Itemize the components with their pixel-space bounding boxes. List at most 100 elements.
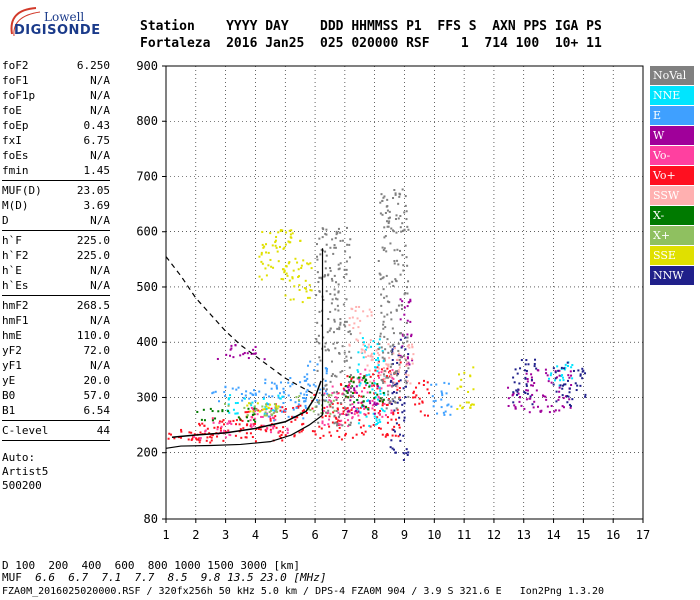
scatter-point-noval xyxy=(323,399,326,402)
scatter-point-ssw xyxy=(389,371,392,374)
scatter-point-ssw xyxy=(409,382,412,385)
scatter-point-ssw xyxy=(389,374,392,377)
scatter-point-vo xyxy=(203,424,206,427)
scatter-point-x xyxy=(265,414,268,417)
param-value: N/A xyxy=(90,314,110,327)
scatter-point-nne xyxy=(234,412,237,415)
scatter-point-w xyxy=(546,405,549,408)
scatter-point-nnw xyxy=(512,401,515,404)
scatter-point-e xyxy=(281,410,284,413)
scatter-point-sse xyxy=(261,243,264,246)
scatter-point-w xyxy=(553,410,556,413)
scatter-point-noval xyxy=(336,232,339,235)
scatter-point-noval xyxy=(383,226,386,229)
scatter-point-nnw xyxy=(525,385,528,388)
scatter-point-ssw xyxy=(352,327,355,330)
scatter-point-nne xyxy=(234,402,237,405)
scatter-point-ssw xyxy=(353,322,356,325)
scatter-point-nne xyxy=(373,415,376,418)
scatter-point-noval xyxy=(404,292,407,295)
scatter-point-e xyxy=(316,399,319,402)
scatter-point-vo xyxy=(284,407,287,410)
param-value: N/A xyxy=(90,264,110,277)
scatter-point-noval xyxy=(399,215,402,218)
scatter-point-e xyxy=(304,404,307,407)
scatter-point-vo xyxy=(281,406,284,409)
param-separator xyxy=(2,295,110,296)
scatter-point-w xyxy=(345,385,348,388)
scatter-point-noval xyxy=(387,399,390,402)
scatter-point-nne xyxy=(364,344,367,347)
scatter-point-vo xyxy=(168,432,171,435)
scatter-point-noval xyxy=(383,369,386,372)
scatter-point-w xyxy=(373,401,376,404)
scatter-point-noval xyxy=(324,267,327,270)
scatter-point-noval xyxy=(330,302,333,305)
scatter-point-noval xyxy=(377,348,380,351)
scatter-point-noval xyxy=(379,273,382,276)
scatter-point-noval xyxy=(316,271,319,274)
scatter-point-noval xyxy=(399,193,402,196)
scatter-point-noval xyxy=(343,323,346,326)
scatter-point-nnw xyxy=(552,367,555,370)
scatter-point-e xyxy=(235,388,238,391)
scatter-point-noval xyxy=(389,400,392,403)
scatter-point-noval xyxy=(342,276,345,279)
scatter-point-nnw xyxy=(534,358,537,361)
legend-item-sse: SSE xyxy=(650,246,694,265)
scatter-point-nnw xyxy=(399,338,402,341)
scatter-point-nnw xyxy=(512,376,515,379)
scatter-point-nnw xyxy=(525,359,528,362)
scatter-point-vo xyxy=(360,395,363,398)
scatter-point-noval xyxy=(381,380,384,383)
scatter-point-nne xyxy=(359,411,362,414)
scatter-point-e xyxy=(436,412,439,415)
scatter-point-vo xyxy=(340,412,343,415)
scatter-point-noval xyxy=(333,318,336,321)
scatter-point-vo xyxy=(250,406,253,409)
footer-d-values: 100 200 400 600 800 1000 1500 3000 [km] xyxy=(8,559,301,572)
scatter-point-nne xyxy=(547,377,550,380)
scatter-point-vo xyxy=(297,405,300,408)
scatter-point-noval xyxy=(391,280,394,283)
scatter-point-vo xyxy=(397,435,400,438)
scatter-point-noval xyxy=(334,374,337,377)
param-value: 20.0 xyxy=(83,374,111,387)
scatter-point-ssw xyxy=(370,314,373,317)
scatter-point-vo xyxy=(347,425,350,428)
scatter-point-nnw xyxy=(516,393,519,396)
scatter-point-e xyxy=(212,391,215,394)
scatter-point-nnw xyxy=(407,353,410,356)
scatter-point-w xyxy=(234,344,237,347)
scatter-point-vo xyxy=(389,370,392,373)
scatter-point-noval xyxy=(331,238,334,241)
scatter-point-sse xyxy=(258,410,261,413)
scatter-point-vo xyxy=(342,387,345,390)
scatter-point-w xyxy=(410,335,413,338)
scatter-point-w xyxy=(558,369,561,372)
scatter-point-e xyxy=(291,383,294,386)
scatter-point-w xyxy=(345,413,348,416)
scatter-point-noval xyxy=(398,249,401,252)
scatter-point-e xyxy=(303,375,306,378)
scatter-point-noval xyxy=(390,227,393,230)
scatter-point-vo xyxy=(342,410,345,413)
scatter-point-nne xyxy=(228,397,231,400)
scatter-point-sse xyxy=(290,229,293,232)
scatter-point-x xyxy=(264,411,267,414)
scatter-point-vo xyxy=(369,425,372,428)
legend-item-nne: NNE xyxy=(650,86,694,105)
scatter-point-vo xyxy=(328,399,331,402)
scatter-point-sse xyxy=(300,264,303,267)
scatter-point-e xyxy=(447,403,450,406)
scatter-point-noval xyxy=(337,291,340,294)
scatter-point-vo xyxy=(386,367,389,370)
scatter-point-ssw xyxy=(354,309,357,312)
scatter-point-nne xyxy=(357,370,360,373)
scatter-point-vo xyxy=(275,426,278,429)
scatter-point-noval xyxy=(399,226,402,229)
scatter-point-e xyxy=(432,400,435,403)
scatter-point-vo xyxy=(351,376,354,379)
scatter-point-x xyxy=(249,402,252,405)
scatter-point-w xyxy=(408,301,411,304)
